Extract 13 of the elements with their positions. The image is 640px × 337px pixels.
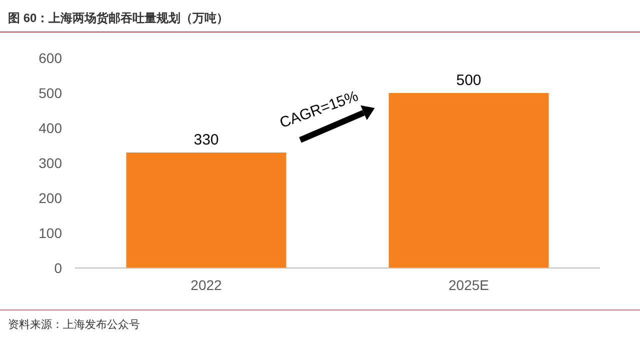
data-label: 500 — [456, 72, 482, 89]
x-tick-label: 2022 — [190, 277, 222, 293]
y-tick-label: 400 — [38, 120, 62, 136]
y-tick-label: 0 — [54, 260, 62, 276]
x-tick-label: 2025E — [448, 277, 489, 293]
y-tick-label: 300 — [38, 155, 62, 171]
y-tick-label: 500 — [38, 85, 62, 101]
data-label: 330 — [194, 132, 219, 148]
y-tick-label: 100 — [38, 225, 62, 241]
y-tick-label: 600 — [38, 50, 62, 66]
y-tick-label: 200 — [38, 190, 62, 206]
chart-title: 图 60：上海两场货邮吞吐量规划（万吨） — [8, 11, 229, 25]
text: 资料来源：上海发布公众号 — [8, 318, 140, 331]
